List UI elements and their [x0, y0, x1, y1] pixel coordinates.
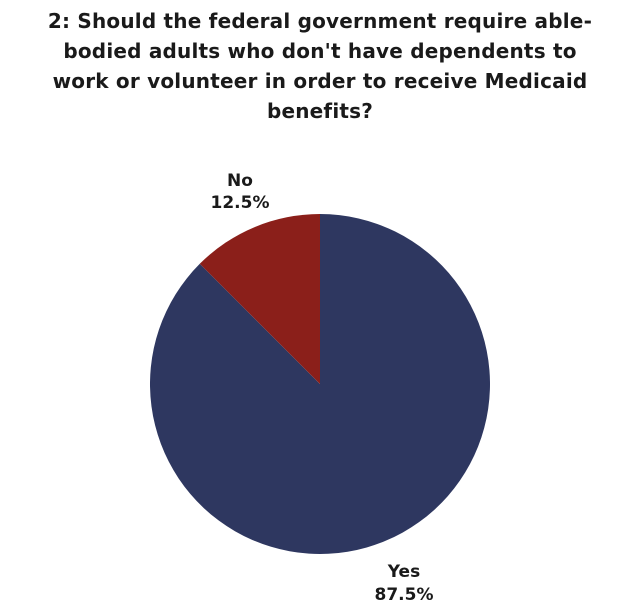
slice-value-yes: 87.5% — [375, 585, 434, 605]
pie-slices — [149, 214, 490, 554]
slice-value-no: 12.5% — [211, 193, 270, 213]
pie-slice-no — [199, 214, 320, 384]
slice-label-no: No — [227, 171, 253, 191]
chart-title: 2: Should the federal government require… — [47, 9, 593, 123]
slice-label-yes: Yes — [387, 562, 420, 582]
